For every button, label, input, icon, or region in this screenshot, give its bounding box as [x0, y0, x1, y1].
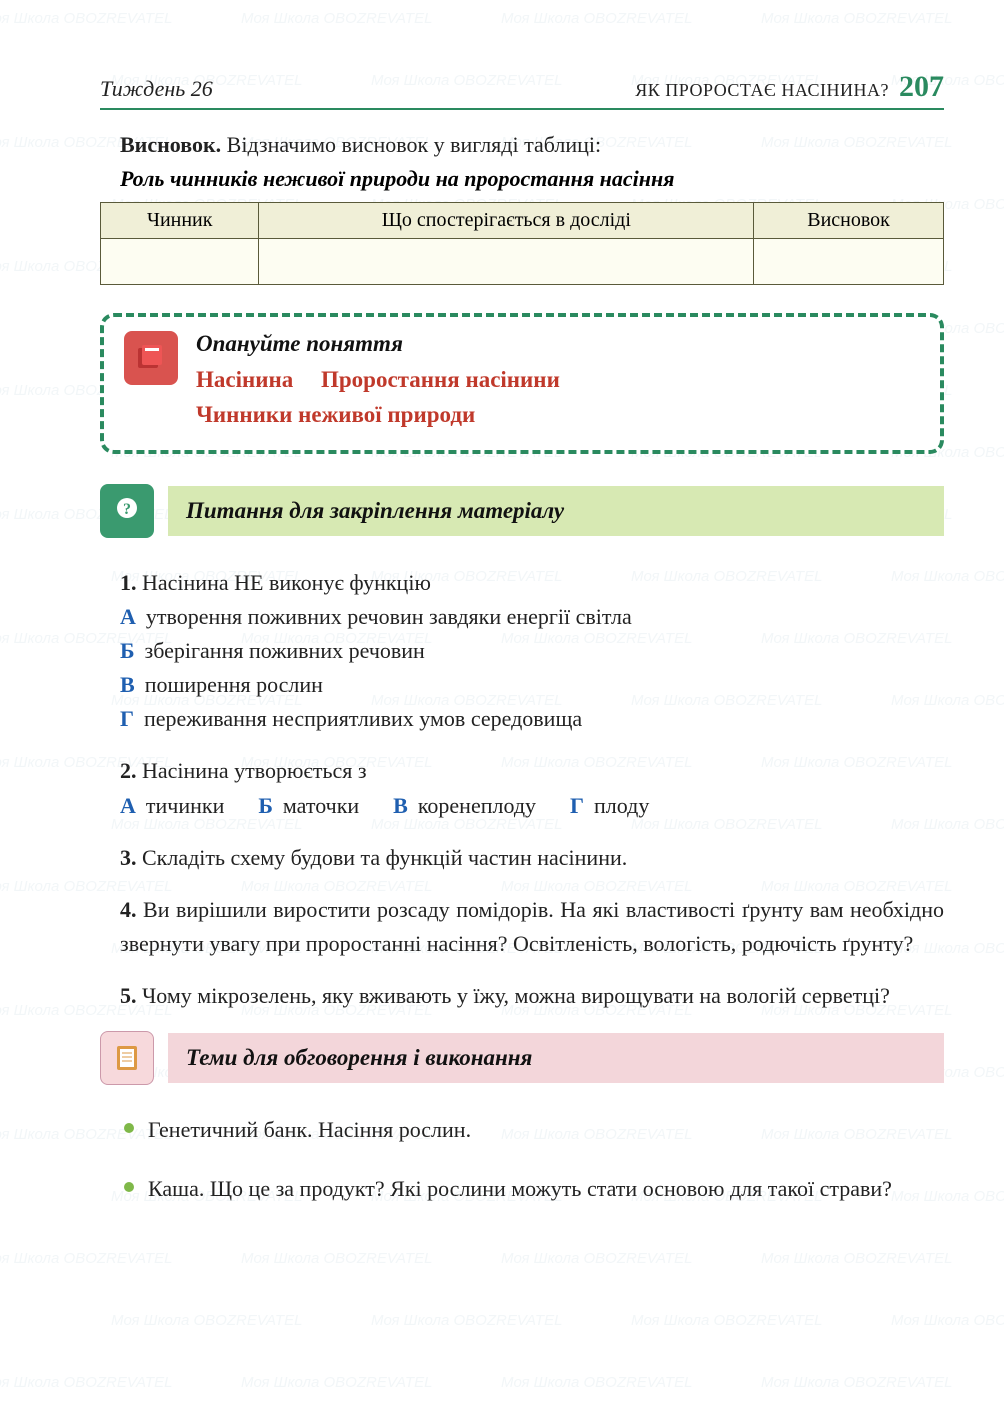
questions-bar: ? Питання для закріплення матеріалу	[100, 484, 944, 538]
table-col-0: Чинник	[101, 203, 259, 239]
options: Аутворення поживних речовин завдяки енер…	[120, 600, 944, 736]
conclusion-text: Відзначимо висновок у вигляді таблиці:	[221, 132, 601, 157]
table-col-1: Що спостерігається в досліді	[259, 203, 754, 239]
concept-term: Насінина	[196, 367, 293, 392]
question-item: 5. Чому мікрозелень, яку вживають у їжу,…	[120, 979, 944, 1013]
watermark-text: Моя Школа OBOZREVATEL	[241, 1374, 432, 1391]
books-icon	[124, 331, 178, 385]
watermark-text: Моя Школа OBOZREVATEL	[891, 1312, 1004, 1329]
svg-text:?: ?	[123, 501, 131, 518]
page-number: 207	[899, 70, 944, 103]
option: Атичинки	[120, 789, 224, 823]
table-row	[101, 239, 944, 285]
table-header-row: Чинник Що спостерігається в досліді Висн…	[101, 203, 944, 239]
factors-table: Чинник Що спостерігається в досліді Висн…	[100, 202, 944, 285]
concepts-text: Опануйте поняття Насінина Проростання на…	[196, 331, 582, 432]
option: Аутворення поживних речовин завдяки енер…	[120, 600, 944, 634]
option: Гплоду	[570, 789, 649, 823]
watermark-text: Моя Школа OBOZREVATEL	[631, 1312, 822, 1329]
discussion-item: Генетичний банк. Насіння рослин.	[124, 1113, 944, 1146]
conclusion-prefix: Висновок.	[120, 132, 221, 157]
concept-term: Чинники неживої природи	[196, 402, 475, 427]
watermark-text: Моя Школа OBOZREVATEL	[0, 1374, 172, 1391]
concepts-heading: Опануйте поняття	[196, 331, 582, 357]
table-col-2: Висновок	[754, 203, 944, 239]
watermark-text: Моя Школа OBOZREVATEL	[501, 1374, 692, 1391]
question-icon: ?	[100, 484, 154, 538]
question-item: 4. Ви вирішили виростити розсаду помідор…	[120, 893, 944, 961]
table-cell	[754, 239, 944, 285]
table-cell	[259, 239, 754, 285]
watermark-text: Моя Школа OBOZREVATEL	[371, 1312, 562, 1329]
discussion-bar: Теми для обговорення і виконання	[100, 1031, 944, 1085]
concepts-terms: Насінина Проростання насінини Чинники не…	[196, 363, 582, 432]
table-subtitle: Роль чинників неживої природи на пророст…	[120, 166, 944, 192]
conclusion-paragraph: Висновок. Відзначимо висновок у вигляді …	[120, 132, 944, 158]
question-item: 1. Насінина НЕ виконує функціюАутворення…	[120, 566, 944, 736]
questions-title: Питання для закріплення матеріалу	[168, 486, 944, 536]
option: Бматочки	[258, 789, 359, 823]
discussion-item: Каша. Що це за продукт? Які рослини можу…	[124, 1172, 944, 1205]
topic-wrap: ЯК ПРОРОСТАЄ НАСІНИНА? 207	[635, 70, 944, 104]
option: Впоширення рослин	[120, 668, 944, 702]
concept-term: Проростання насінини	[321, 367, 560, 392]
options: Атичинки Бматочки Вкоренеплоду Гплоду	[120, 789, 944, 823]
watermark-text: Моя Школа OBOZREVATEL	[111, 1312, 302, 1329]
discussion-title: Теми для обговорення і виконання	[168, 1033, 944, 1083]
option: Бзберігання поживних речовин	[120, 634, 944, 668]
table-cell	[101, 239, 259, 285]
topic-title: ЯК ПРОРОСТАЄ НАСІНИНА?	[635, 80, 889, 100]
page-header: Тиждень 26 ЯК ПРОРОСТАЄ НАСІНИНА? 207	[100, 70, 944, 110]
questions-list: 1. Насінина НЕ виконує функціюАутворення…	[100, 566, 944, 1013]
notebook-icon	[100, 1031, 154, 1085]
option: Гпереживання несприятливих умов середови…	[120, 702, 944, 736]
question-item: 3. Складіть схему будови та функцій част…	[120, 841, 944, 875]
week-label: Тиждень 26	[100, 76, 213, 102]
discussion-list: Генетичний банк. Насіння рослин. Каша. Щ…	[124, 1113, 944, 1205]
question-item: 2. Насінина утворюється зАтичинкиБматочк…	[120, 754, 944, 822]
option: Вкоренеплоду	[393, 789, 536, 823]
concepts-box: Опануйте поняття Насінина Проростання на…	[100, 313, 944, 454]
watermark-text: Моя Школа OBOZREVATEL	[761, 1374, 952, 1391]
